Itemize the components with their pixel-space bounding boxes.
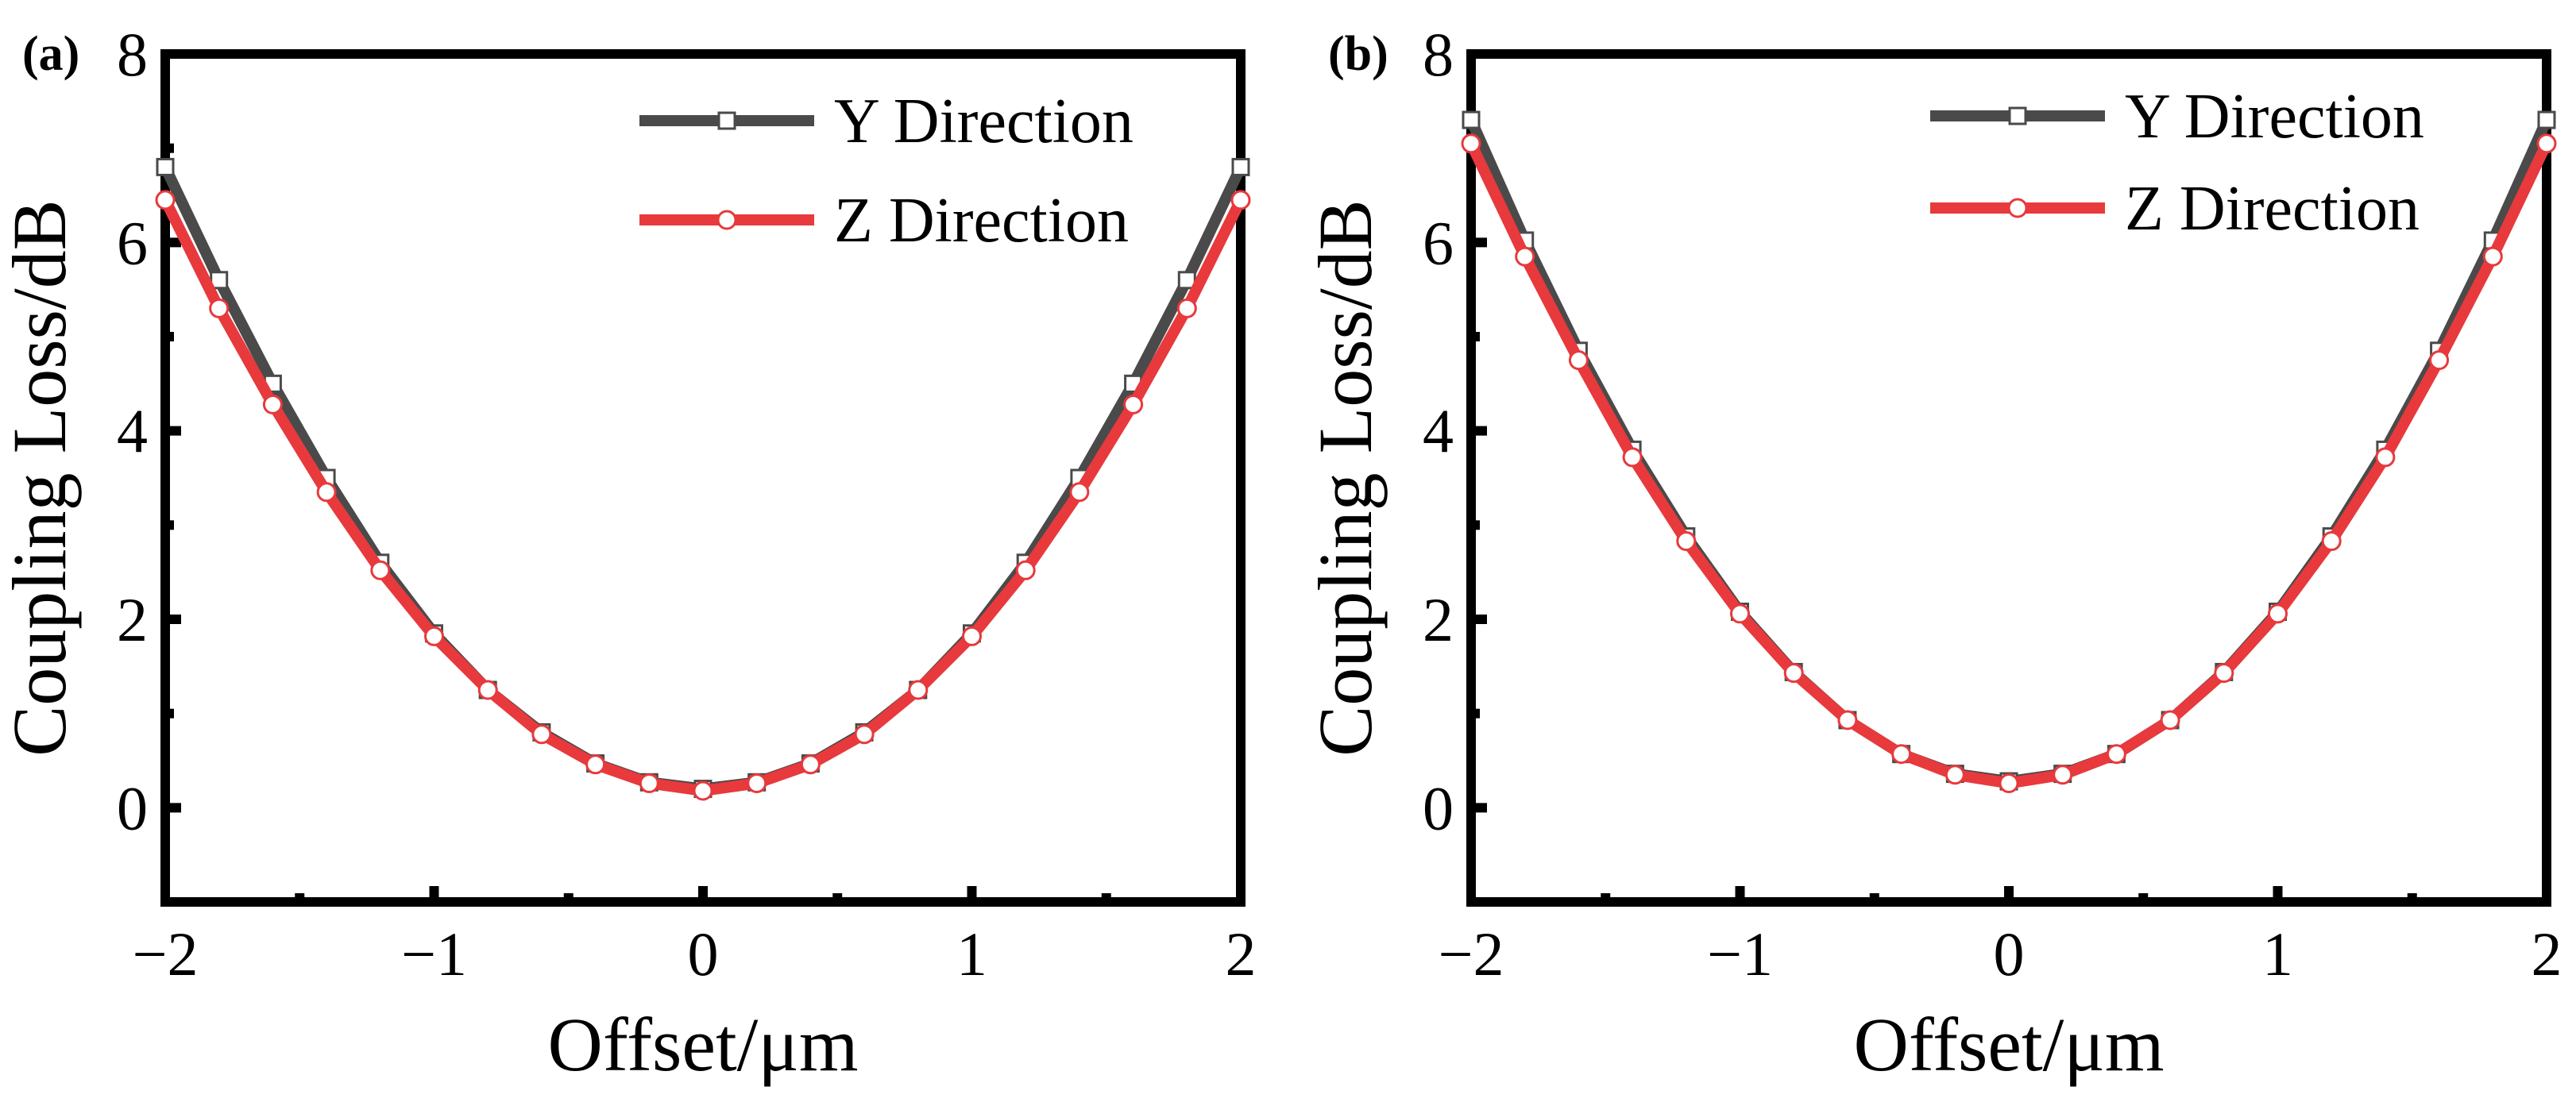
data-point-circle	[155, 190, 176, 210]
panel-a: (a) −2 −1 0 1 2 0 2 4 6 8 Offset/μm Coupling Loss/d…	[0, 20, 1257, 1087]
data-point-circle	[2429, 350, 2450, 371]
data-point-circle	[1891, 744, 1912, 765]
data-point-circle	[1730, 603, 1750, 624]
y-tick-label: 6	[117, 208, 148, 277]
data-point-circle	[1837, 710, 1858, 730]
data-point-circle	[1461, 133, 1481, 154]
data-point-circle	[2321, 531, 2342, 552]
data-point-circle	[1568, 350, 1589, 371]
data-point-circle	[908, 680, 929, 700]
x-tick-label: 2	[2532, 919, 2562, 988]
data-point-circle	[1176, 298, 1197, 318]
data-point-circle	[800, 754, 821, 775]
data-point-circle	[424, 626, 444, 646]
data-point-circle	[1945, 765, 1965, 785]
x-tick-label: 1	[2262, 919, 2293, 988]
data-point-circle	[1015, 560, 1036, 580]
legend-label: Z Direction	[834, 186, 1129, 256]
legend-label: Y Direction	[2125, 82, 2424, 152]
data-point-circle	[1123, 394, 1144, 414]
x-tick-label: −2	[1439, 919, 1504, 988]
data-point-circle	[316, 482, 337, 503]
data-point-circle	[1999, 773, 2019, 793]
y-tick-label: 8	[117, 20, 148, 89]
data-point-circle	[2536, 133, 2557, 154]
panel-label: (a)	[22, 27, 79, 81]
y-axis-title: Coupling Loss/dB	[1303, 199, 1388, 756]
x-axis-title: Offset/μm	[548, 1002, 859, 1087]
panel-b: (b) −2 −1 0 1 2 0 2 4 6 8 Offset/μm Coupling Loss/d…	[1303, 20, 2562, 1087]
x-tick-label: 0	[688, 919, 719, 988]
x-axis-title: Offset/μm	[1854, 1002, 2165, 1087]
y-tick-label: 8	[1423, 20, 1454, 89]
data-point-circle	[639, 773, 659, 793]
x-tick-label: −1	[401, 919, 467, 988]
data-point-circle	[693, 780, 713, 801]
data-point-circle	[1783, 663, 1804, 684]
data-point-circle	[2214, 663, 2234, 684]
x-tick-label: −2	[133, 919, 199, 988]
y-tick-label: 6	[1423, 208, 1454, 277]
data-point-circle	[1515, 246, 1535, 267]
plot-layer: −2 −1 0 1 2 0 2 4 6 8 Offset/μm Coupling Loss/dB Y D…	[1303, 20, 2562, 1087]
legend-marker-square	[717, 111, 736, 130]
x-tick-label: 1	[956, 919, 987, 988]
data-point-circle	[962, 626, 982, 646]
x-tick-label: 2	[1226, 919, 1257, 988]
data-point-circle	[531, 724, 552, 745]
y-tick-label: 0	[117, 773, 148, 842]
data-point-circle	[2053, 765, 2073, 785]
legend-marker-square	[2008, 106, 2027, 125]
y-tick-label: 2	[117, 585, 148, 654]
data-point-circle	[477, 680, 498, 700]
data-point-circle	[370, 560, 391, 580]
x-tick-label: 0	[1994, 919, 2025, 988]
data-point-square	[1231, 157, 1250, 176]
legend-marker-circle	[716, 210, 737, 230]
x-tick-label: −1	[1707, 919, 1773, 988]
data-point-circle	[1230, 190, 1251, 210]
y-tick-label: 4	[1423, 397, 1454, 466]
data-point-square	[156, 157, 175, 176]
legend-label: Y Direction	[834, 87, 1134, 156]
data-point-circle	[2160, 710, 2180, 730]
data-point-circle	[2375, 447, 2396, 468]
y-tick-label: 0	[1423, 773, 1454, 842]
legend-label: Z Direction	[2125, 174, 2420, 244]
data-point-circle	[2268, 603, 2288, 624]
data-point-circle	[747, 773, 767, 793]
data-point-circle	[209, 298, 230, 318]
data-point-circle	[262, 394, 283, 414]
data-point-circle	[1622, 447, 1643, 468]
panel-label: (b)	[1328, 27, 1388, 81]
y-axis-title: Coupling Loss/dB	[0, 199, 82, 756]
data-point-circle	[585, 754, 606, 775]
data-point-circle	[1069, 482, 1090, 503]
data-point-circle	[1676, 531, 1697, 552]
legend-marker-circle	[2007, 198, 2028, 218]
data-point-circle	[2482, 246, 2503, 267]
data-point-circle	[854, 724, 875, 745]
plot-layer: −2 −1 0 1 2 0 2 4 6 8 Offset/μm Coupling Loss/dB Y D…	[0, 20, 1257, 1087]
y-tick-label: 4	[117, 397, 148, 466]
data-point-square	[2537, 110, 2556, 129]
data-point-square	[1462, 110, 1481, 129]
y-tick-label: 2	[1423, 585, 1454, 654]
data-point-circle	[2106, 744, 2126, 765]
